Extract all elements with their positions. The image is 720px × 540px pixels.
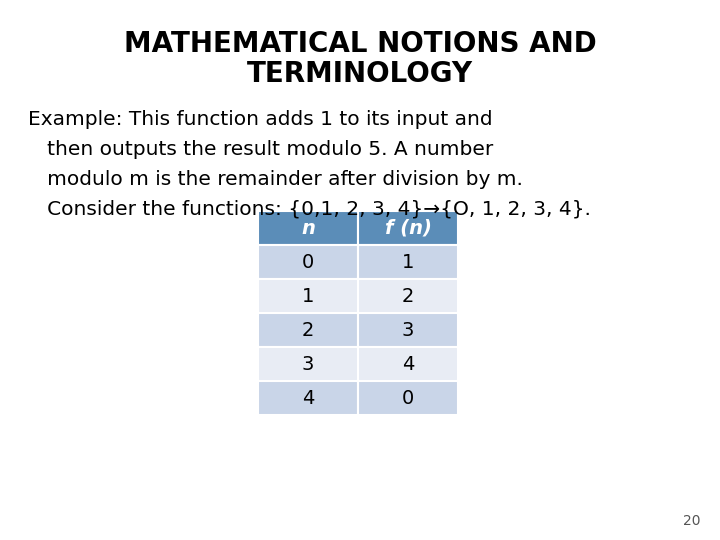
Text: Consider the functions: {0,1, 2, 3, 4}→{O, 1, 2, 3, 4}.: Consider the functions: {0,1, 2, 3, 4}→{… xyxy=(28,200,591,219)
Text: Example: This function adds 1 to its input and: Example: This function adds 1 to its inp… xyxy=(28,110,492,129)
Text: 3: 3 xyxy=(302,354,314,374)
Bar xyxy=(258,279,358,313)
Text: TERMINOLOGY: TERMINOLOGY xyxy=(247,60,473,88)
Text: 3: 3 xyxy=(402,321,414,340)
Text: 2: 2 xyxy=(302,321,314,340)
Bar xyxy=(258,245,358,279)
Text: n: n xyxy=(301,219,315,238)
Text: 0: 0 xyxy=(302,253,314,272)
Text: then outputs the result modulo 5. A number: then outputs the result modulo 5. A numb… xyxy=(28,140,493,159)
Bar xyxy=(358,279,458,313)
Text: 4: 4 xyxy=(402,354,414,374)
Text: 1: 1 xyxy=(302,287,314,306)
Bar xyxy=(258,313,358,347)
Text: f (n): f (n) xyxy=(384,219,431,238)
Bar xyxy=(358,381,458,415)
Text: 0: 0 xyxy=(402,388,414,408)
Text: 1: 1 xyxy=(402,253,414,272)
Text: 20: 20 xyxy=(683,514,700,528)
Bar xyxy=(258,381,358,415)
Text: 4: 4 xyxy=(302,388,314,408)
Text: 2: 2 xyxy=(402,287,414,306)
Bar xyxy=(358,313,458,347)
Bar xyxy=(358,347,458,381)
Bar xyxy=(358,211,458,245)
Text: modulo m is the remainder after division by m.: modulo m is the remainder after division… xyxy=(28,170,523,189)
Bar xyxy=(258,211,358,245)
Bar xyxy=(358,245,458,279)
Bar xyxy=(258,347,358,381)
Text: MATHEMATICAL NOTIONS AND: MATHEMATICAL NOTIONS AND xyxy=(124,30,596,58)
